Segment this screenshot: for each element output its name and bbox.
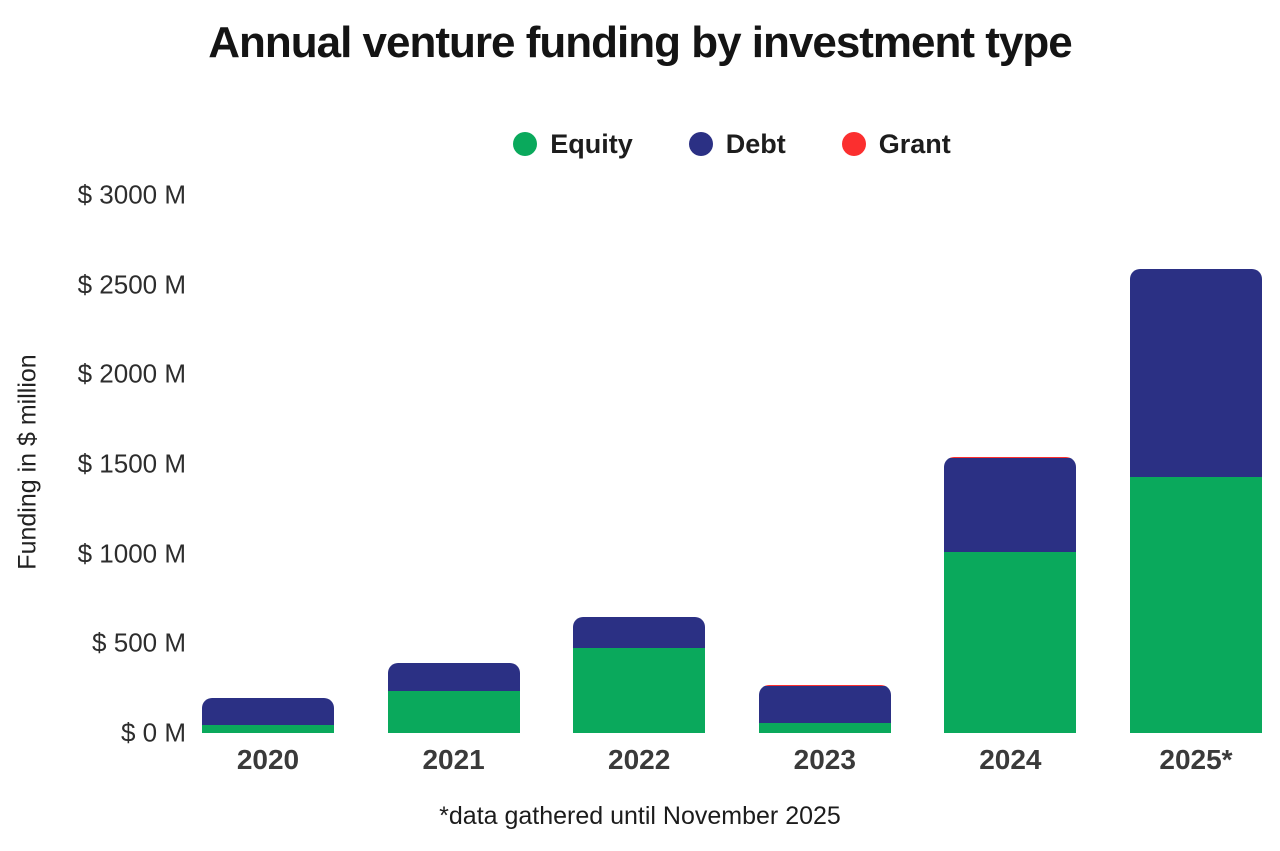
bar-2020	[202, 698, 334, 733]
bar-segment-equity-2022	[573, 647, 706, 733]
bar-segment-debt-2024	[944, 457, 1077, 552]
bar-segment-equity-2025	[1129, 477, 1262, 733]
legend: Equity Debt Grant	[202, 126, 1262, 162]
y-tick-2500: $ 2500 M	[77, 269, 186, 300]
legend-label-debt: Debt	[725, 128, 786, 159]
bar-segment-grant-2023	[758, 684, 891, 687]
x-label-2021: 2021	[422, 744, 485, 775]
legend-label-grant: Grant	[878, 128, 951, 159]
x-label-2024: 2024	[979, 744, 1042, 775]
bar-segment-equity-2020	[202, 724, 334, 733]
x-axis-labels: 2020 2021 2022 2023 2024 2025*	[202, 744, 1262, 776]
plot-area	[202, 195, 1262, 733]
bar-2024	[944, 456, 1077, 733]
bar-segment-debt-2025	[1129, 268, 1262, 478]
y-tick-1000: $ 1000 M	[77, 538, 186, 569]
chart-title: Annual venture funding by investment typ…	[208, 18, 1073, 67]
footnote: *data gathered until November 2025	[439, 802, 841, 830]
x-label-2025: 2025*	[1159, 744, 1233, 775]
bar-segment-debt-2023	[758, 686, 891, 724]
x-label-2020: 2020	[236, 744, 300, 775]
y-tick-3000: $ 3000 M	[77, 179, 186, 210]
bar-segment-debt-2022	[573, 617, 706, 648]
legend-label-equity: Equity	[550, 128, 633, 159]
bar-segment-debt-2021	[387, 663, 520, 691]
bar-segment-grant-2024	[944, 456, 1077, 458]
grant-swatch-icon	[841, 132, 866, 156]
bar-2023	[758, 684, 891, 733]
bar-2021	[387, 663, 520, 733]
bar-segment-equity-2024	[944, 551, 1077, 733]
bar-segment-equity-2023	[758, 723, 891, 733]
bar-2022	[573, 617, 706, 733]
x-label-2022: 2022	[608, 744, 671, 775]
y-tick-500: $ 500 M	[92, 627, 186, 658]
x-label-2023: 2023	[793, 744, 856, 775]
bar-2025	[1129, 268, 1262, 733]
legend-item-grant: Grant	[841, 128, 951, 160]
bar-segment-debt-2020	[202, 698, 334, 725]
bar-segment-equity-2021	[387, 690, 520, 733]
debt-swatch-icon	[688, 132, 713, 156]
y-tick-2000: $ 2000 M	[77, 358, 186, 389]
legend-item-equity: Equity	[513, 129, 633, 160]
legend-item-debt: Debt	[688, 128, 786, 160]
equity-swatch-icon	[513, 132, 538, 156]
y-tick-0: $ 0 M	[120, 717, 186, 748]
y-tick-1500: $ 1500 M	[77, 448, 186, 479]
